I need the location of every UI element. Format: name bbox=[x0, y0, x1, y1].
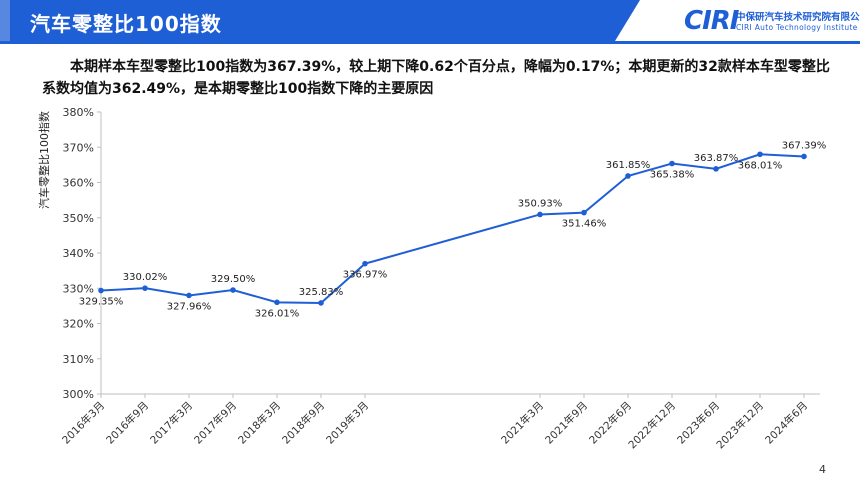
data-point bbox=[669, 160, 675, 167]
data-point bbox=[757, 151, 763, 158]
x-tick-label: 2022年6月 bbox=[586, 399, 634, 447]
x-tick-label: 2023年6月 bbox=[674, 399, 722, 447]
data-point bbox=[186, 292, 192, 299]
series-line bbox=[100, 153, 805, 304]
page-number: 4 bbox=[819, 463, 826, 476]
data-point bbox=[274, 299, 280, 306]
data-label: 327.96% bbox=[167, 301, 212, 312]
data-point bbox=[98, 287, 104, 294]
data-point bbox=[318, 300, 324, 306]
title-accent bbox=[0, 0, 10, 42]
x-tick-label: 2019年3月 bbox=[323, 399, 371, 447]
data-label: 330.02% bbox=[123, 272, 168, 283]
data-label: 350.93% bbox=[518, 198, 563, 209]
x-tick-label: 2021年9月 bbox=[542, 399, 590, 447]
data-label: 329.35% bbox=[79, 297, 124, 308]
x-tick-label: 2018年3月 bbox=[235, 399, 283, 447]
data-point bbox=[142, 285, 148, 291]
data-label: 325.83% bbox=[299, 287, 344, 298]
data-point bbox=[581, 209, 587, 216]
x-tick-label: 2018年9月 bbox=[279, 399, 327, 447]
x-tick-label: 2024年6月 bbox=[762, 399, 810, 447]
data-label: 365.38% bbox=[650, 170, 695, 181]
data-label: 368.01% bbox=[738, 160, 783, 171]
logo-company-en: CIRI Auto Technology Institute bbox=[736, 23, 858, 32]
y-axis-label: 汽车零整比100指数 bbox=[37, 111, 51, 209]
x-tick-label: 2017年9月 bbox=[191, 399, 239, 447]
data-point bbox=[625, 173, 631, 179]
y-tick-label: 350% bbox=[63, 212, 94, 225]
y-tick-label: 310% bbox=[63, 353, 94, 366]
slide-header: 汽车零整比100指数 CIRI 中保研汽车技术研究院有限公司 CIRI Auto… bbox=[0, 0, 860, 50]
data-label: 367.39% bbox=[782, 140, 827, 151]
x-tick-label: 2016年9月 bbox=[103, 399, 151, 447]
logo-company-cn: 中保研汽车技术研究院有限公司 bbox=[736, 12, 860, 23]
y-tick-label: 330% bbox=[63, 282, 94, 295]
y-tick-label: 300% bbox=[63, 388, 94, 401]
y-tick-label: 380% bbox=[63, 106, 94, 119]
y-tick-label: 360% bbox=[63, 177, 94, 190]
x-tick-label: 2017年3月 bbox=[147, 399, 195, 447]
data-label: 363.87% bbox=[694, 153, 739, 164]
data-point bbox=[713, 166, 719, 172]
y-tick-label: 320% bbox=[63, 318, 94, 331]
x-tick-label: 2022年12月 bbox=[626, 399, 678, 451]
y-tick-label: 340% bbox=[63, 247, 94, 260]
chart-series: 329.35% 330.02% 327.96% 329.50% 326.01% 325.8… bbox=[79, 140, 827, 319]
data-label: 351.46% bbox=[562, 219, 607, 230]
ciri-logo: CIRI 中保研汽车技术研究院有限公司 CIRI Auto Technology… bbox=[684, 6, 860, 38]
title-banner bbox=[0, 0, 640, 42]
data-label: 326.01% bbox=[255, 308, 300, 319]
data-label: 336.97% bbox=[343, 270, 388, 281]
x-tick-label: 2016年3月 bbox=[59, 399, 107, 447]
y-tick-label: 370% bbox=[63, 141, 94, 154]
data-point bbox=[362, 260, 368, 267]
data-point bbox=[537, 211, 543, 218]
page-title: 汽车零整比100指数 bbox=[30, 12, 222, 36]
data-label: 361.85% bbox=[606, 160, 651, 171]
data-label: 329.50% bbox=[211, 274, 256, 285]
summary-text: 本期样本车型零整比100指数为367.39%，较上期下降0.62个百分点，降幅为… bbox=[42, 59, 830, 97]
data-point bbox=[801, 153, 807, 160]
data-point bbox=[230, 287, 236, 293]
header-divider bbox=[0, 41, 860, 44]
x-tick-label: 2023年12月 bbox=[714, 399, 766, 451]
x-tick-label: 2021年3月 bbox=[498, 399, 546, 447]
logo-mark: CIRI bbox=[684, 6, 739, 36]
